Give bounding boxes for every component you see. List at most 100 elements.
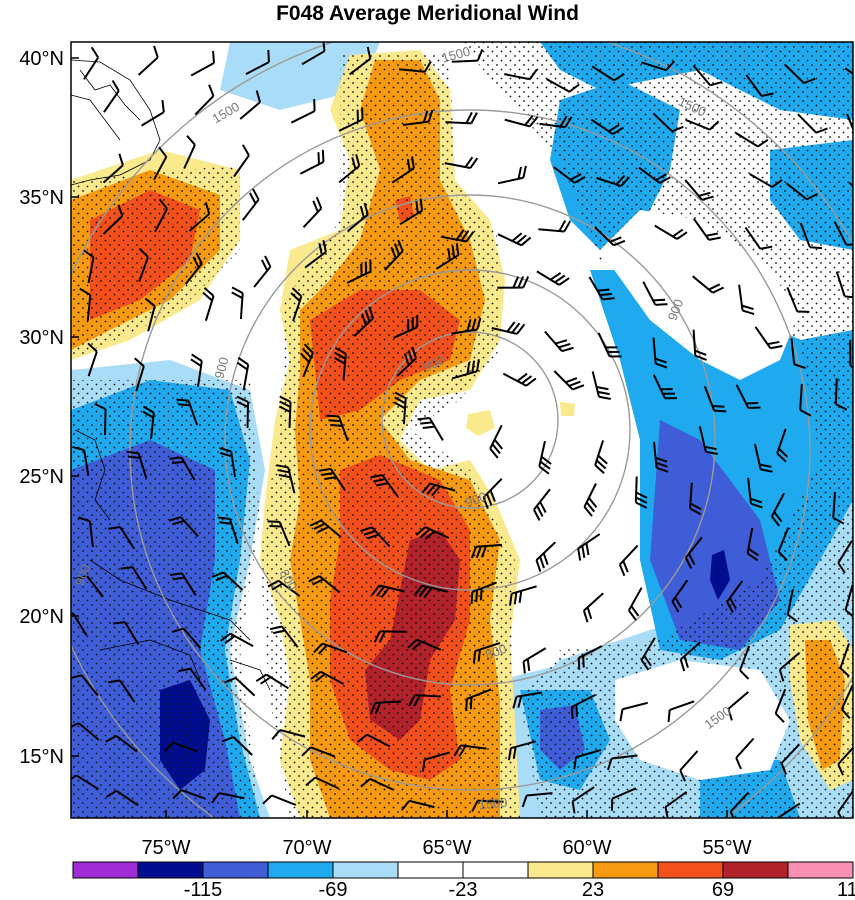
- colorbar-label: 23: [582, 879, 604, 900]
- wind-barb: [482, 478, 503, 510]
- wind-barb: [370, 474, 399, 497]
- wind-barb: [326, 414, 349, 442]
- colorbar-swatch: [137, 861, 204, 879]
- wind-barb: [245, 49, 270, 75]
- wind-barb: [692, 64, 723, 87]
- wind-barb: [360, 526, 391, 548]
- wind-barb: [594, 440, 608, 475]
- wind-barb: [87, 342, 98, 377]
- lat-label: 35°N: [19, 187, 64, 209]
- wind-barb: [267, 579, 301, 597]
- wind-barb: [590, 118, 624, 135]
- wind-barb: [102, 153, 124, 184]
- wind-barb: [371, 584, 405, 598]
- wind-barb: [445, 111, 478, 125]
- wind-barb: [83, 249, 95, 284]
- wind-barb: [790, 338, 806, 370]
- colorbar-label: 69: [712, 879, 734, 900]
- lon-label: 60°W: [562, 837, 611, 859]
- wind-barb: [421, 482, 456, 497]
- lat-label: 20°N: [19, 606, 64, 628]
- wind-barb: [142, 405, 155, 439]
- wind-barb: [453, 744, 487, 757]
- wind-barb: [126, 450, 148, 479]
- wind-barb: [276, 464, 296, 494]
- wind-barb: [242, 188, 260, 221]
- wind-barb: [137, 45, 159, 76]
- wind-barb: [253, 255, 272, 288]
- colorbar-label: -115: [184, 879, 223, 900]
- wind-barb: [735, 737, 755, 770]
- wind-barb: [591, 371, 612, 400]
- colorbar-swatch: [527, 861, 594, 879]
- wind-barb: [577, 533, 601, 561]
- wind-barb: [400, 799, 435, 811]
- wind-barb: [451, 317, 482, 335]
- wind-barb: [784, 64, 816, 84]
- svg-text:900: 900: [463, 489, 489, 511]
- lat-label: 15°N: [19, 746, 64, 768]
- wind-barb: [465, 688, 492, 712]
- wind-barb: [749, 173, 783, 188]
- wind-barb: [777, 527, 790, 562]
- wind-barb: [224, 676, 256, 697]
- wind-barb: [413, 584, 448, 599]
- wind-barb: [72, 445, 90, 476]
- wind-barb: [144, 297, 156, 332]
- lat-label: 25°N: [19, 466, 64, 488]
- chart-title: F048 Average Meridional Wind: [276, 2, 579, 25]
- wind-barb: [338, 107, 364, 132]
- wind-barb: [553, 166, 586, 184]
- wind-barb: [692, 275, 725, 294]
- wind-barb: [799, 383, 812, 417]
- wind-barb: [738, 284, 755, 316]
- wind-barb: [302, 196, 323, 228]
- wind-barb: [497, 165, 527, 185]
- wind-barb: [640, 637, 656, 671]
- wind-barb: [504, 115, 539, 128]
- contour-label: 1500: [478, 795, 508, 812]
- wind-barb: [338, 153, 361, 184]
- wind-barb: [202, 287, 215, 321]
- wind-barb: [754, 326, 783, 350]
- wind-barb: [313, 642, 348, 655]
- wind-barb: [211, 792, 245, 804]
- wind-barb: [786, 588, 799, 623]
- wind-barb: [217, 516, 239, 544]
- field-white-patches: [600, 210, 800, 780]
- colorbar-swatch: [202, 861, 269, 879]
- wind-barb: [421, 751, 450, 772]
- wind-barb: [219, 447, 236, 478]
- colorbar-swatch: [267, 861, 334, 879]
- wind-barb: [727, 691, 749, 721]
- wind-barb: [747, 477, 763, 509]
- wind-barb: [596, 174, 631, 187]
- wind-barb: [103, 79, 120, 113]
- wind-barb: [408, 694, 441, 707]
- wind-barb: [502, 372, 537, 387]
- wind-barb: [105, 735, 138, 753]
- wind-barb: [402, 109, 434, 126]
- wind-barb: [544, 330, 574, 353]
- wind-barb: [735, 132, 769, 148]
- wind-barb: [573, 748, 602, 770]
- wind-barb: [415, 526, 450, 540]
- wind-barb: [211, 571, 244, 591]
- wind-barb: [654, 224, 688, 240]
- wind-barb: [239, 90, 261, 120]
- wind-barb: [844, 584, 853, 619]
- wind-barb: [451, 359, 480, 380]
- wind-barb: [837, 540, 853, 574]
- wind-barb: [594, 226, 626, 247]
- wind-barb: [735, 384, 761, 409]
- wind-barb: [472, 642, 501, 664]
- colorbar-label: 115: [837, 879, 855, 900]
- wind-barb: [300, 343, 314, 378]
- wind-barb: [168, 516, 199, 538]
- wind-barb: [671, 579, 689, 613]
- wind-barb: [356, 733, 391, 748]
- wind-barb: [684, 536, 703, 569]
- wind-barb: [393, 391, 407, 425]
- wind-barb: [233, 144, 250, 178]
